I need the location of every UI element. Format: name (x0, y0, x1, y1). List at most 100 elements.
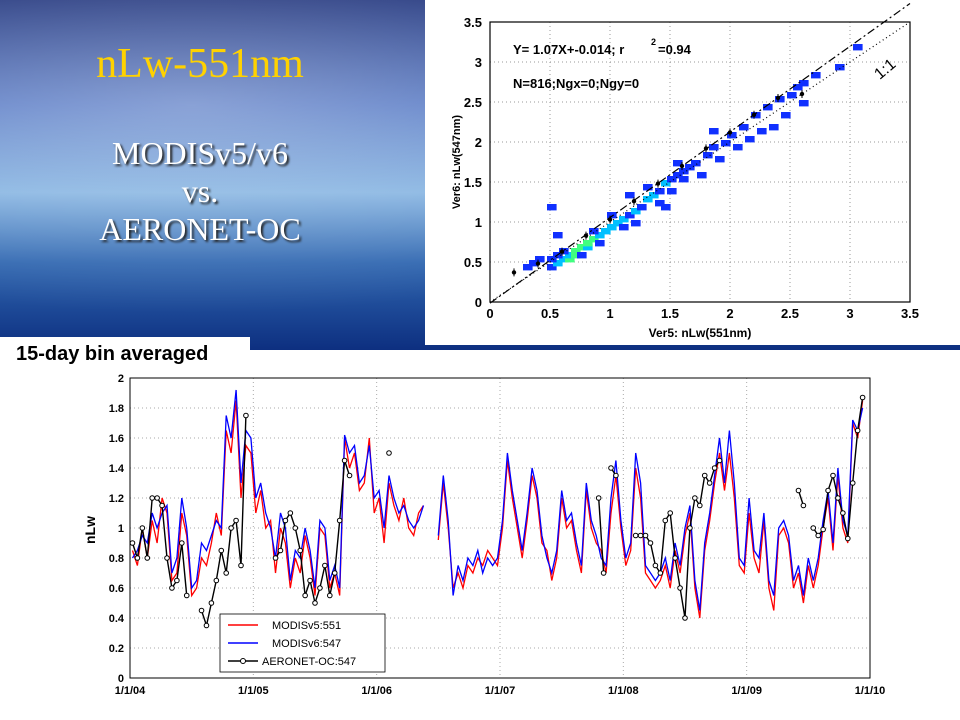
aeronet-marker (830, 472, 836, 479)
density-cell (583, 244, 593, 251)
scatter-chart: 0 0.5 1 1.5 2 2.5 3 3.5 0 0.5 1 1.5 2 2.5 3 3.5 Y= 1.07… (451, 3, 919, 340)
aeronet-marker (277, 547, 284, 554)
density-cell (559, 256, 569, 263)
aeronet-marker (287, 510, 294, 516)
scatter-y-tick-label: 1.5 (464, 175, 482, 190)
subtitle-line-2: vs. (181, 173, 219, 209)
aeronet-marker (154, 495, 160, 501)
scatter-y-axis-label: Ver6: nLw(547nm) (451, 115, 463, 209)
timeseries-legend: MODISv5:551 MODISv6:547 AERONET-OC:547 (219, 613, 386, 673)
legend-label-modisv6: MODISv6:547 (272, 638, 341, 650)
density-cell (727, 132, 737, 139)
density-cell (811, 72, 821, 79)
scatter-x-axis-label: Ver5: nLw(551nm) (649, 326, 752, 340)
density-cell (595, 232, 605, 239)
series-line-modisv5-551 (437, 400, 864, 619)
density-cell (547, 204, 557, 211)
density-cell (655, 188, 665, 195)
timeseries-y-tick-label: 0.6 (109, 583, 124, 595)
density-cell (625, 192, 635, 199)
binned-point (703, 146, 709, 151)
density-cell (643, 184, 653, 191)
density-cell (625, 212, 635, 219)
aeronet-marker (223, 570, 229, 576)
aeronet-marker (292, 525, 299, 531)
scatter-y-tick-label: 3.5 (464, 15, 482, 30)
aeronet-marker (179, 540, 185, 546)
density-cell (619, 224, 629, 231)
aeronet-marker (317, 585, 323, 591)
density-cell (757, 128, 767, 135)
scatter-annotation-r2-value: =0.94 (658, 42, 692, 57)
aeronet-marker (854, 427, 861, 434)
density-cell (691, 160, 701, 167)
aeronet-marker (795, 487, 802, 494)
scatter-x-tick-label: 3.5 (901, 306, 919, 321)
aeronet-marker (692, 495, 698, 501)
aeronet-marker (336, 517, 343, 524)
aeronet-marker (169, 585, 175, 591)
timeseries-y-tick-label: 1 (118, 523, 124, 535)
aeronet-marker (302, 592, 308, 599)
aeronet-marker (657, 570, 664, 576)
aeronet-marker (218, 547, 225, 554)
timeseries-y-tick-label: 1.2 (109, 493, 124, 505)
scatter-x-tick-label: 2.5 (781, 306, 799, 321)
aeronet-marker (845, 535, 851, 542)
density-cell (631, 208, 641, 215)
aeronet-marker (697, 502, 703, 509)
aeronet-marker (706, 480, 713, 486)
density-cell (733, 144, 743, 151)
timeseries-x-tick-label: 1/1/07 (485, 685, 516, 697)
density-cell (703, 152, 713, 159)
density-cell (589, 228, 599, 235)
density-cell (553, 260, 563, 267)
density-cell (769, 124, 779, 131)
aeronet-marker (662, 517, 669, 524)
scatter-x-tick-label: 1 (606, 306, 613, 321)
density-cell (781, 112, 791, 119)
scatter-x-tick-label: 1.5 (661, 306, 679, 321)
binned-point (559, 249, 565, 254)
aeronet-marker (346, 472, 353, 479)
binned-point (583, 233, 589, 238)
series-line-aeronet-oc-547 (200, 415, 247, 629)
subtitle-line-1: MODISv5/v6 (111, 135, 288, 171)
density-cell (553, 232, 563, 239)
series-line-aeronet-oc-547 (812, 397, 864, 539)
density-cell (547, 264, 557, 271)
density-cell (565, 256, 575, 263)
aeronet-marker (647, 540, 654, 546)
regression-line (489, 3, 911, 304)
timeseries-y-tick-label: 1.4 (109, 463, 125, 475)
aeronet-marker (159, 502, 165, 509)
timeseries-y-tick-label: 1.8 (109, 403, 124, 415)
scatter-y-tick-label: 1 (475, 215, 482, 230)
binned-point (511, 270, 517, 275)
binned-point (535, 261, 541, 266)
density-cell (679, 168, 689, 175)
aeronet-marker (859, 394, 866, 401)
aeronet-marker (595, 495, 602, 501)
scatter-plot-frame (489, 21, 911, 303)
aeronet-marker (825, 487, 831, 494)
density-cell (535, 256, 545, 263)
binned-point (679, 163, 685, 169)
aeronet-marker (711, 465, 718, 471)
aeronet-marker (307, 577, 313, 584)
density-cell (835, 64, 845, 71)
series-line-modisv6-547 (437, 407, 864, 611)
subtitle-line-3: AERONET-OC (99, 211, 301, 247)
density-cell (655, 200, 665, 207)
aeronet-marker (203, 622, 210, 629)
aeronet-marker (652, 562, 659, 569)
scatter-y-tick-label: 2.5 (464, 95, 482, 110)
scatter-annotation-count: N=816;Ngx=0;Ngy=0 (513, 76, 639, 91)
density-cell (787, 92, 797, 99)
series-line-aeronet-oc-547 (797, 490, 805, 506)
scatter-x-tick-label: 0.5 (541, 306, 559, 321)
aeronet-marker (228, 525, 234, 531)
timeseries-y-tick-label: 0.8 (109, 553, 124, 565)
aeronet-marker (600, 570, 607, 576)
aeronet-marker (682, 615, 688, 621)
